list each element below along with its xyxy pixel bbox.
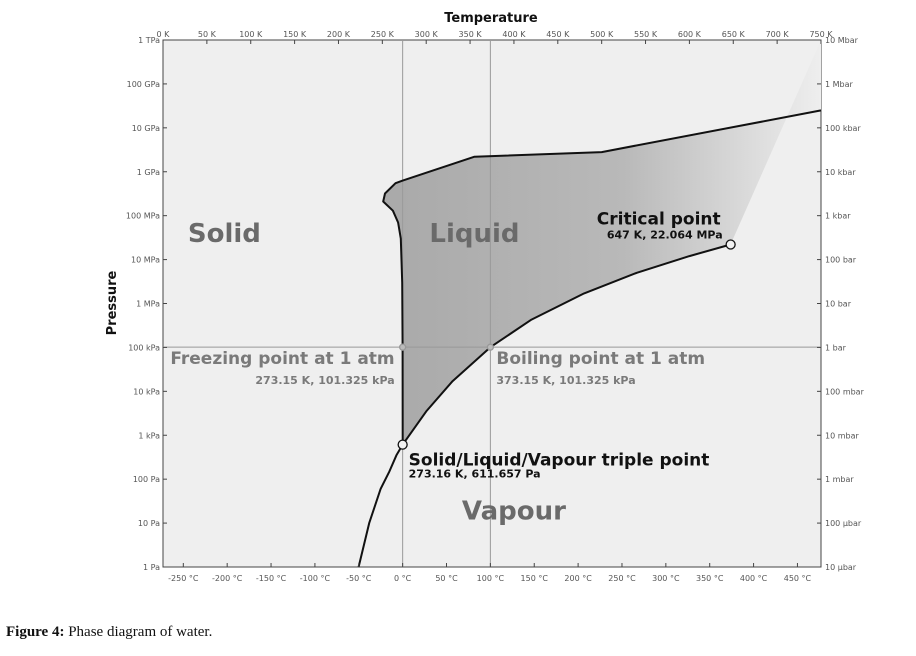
- x-bottom-tick-label: -150 °C: [256, 574, 287, 583]
- x-top-tick-label: 750 K: [809, 30, 833, 39]
- y-left-tick-label: 10 Pa: [138, 519, 160, 528]
- x-top-tick-label: 600 K: [678, 30, 702, 39]
- boiling-point-detail: 373.15 K, 101.325 kPa: [496, 374, 635, 387]
- critical-point-label: Critical point: [597, 209, 721, 229]
- x-top-tick-label: 50 K: [198, 30, 217, 39]
- y-right-tick-label: 100 µbar: [825, 519, 862, 528]
- y-right-tick-label: 1 bar: [825, 343, 847, 352]
- y-right-tick-label: 1 mbar: [825, 475, 854, 484]
- triple-point-detail: 273.16 K, 611.657 Pa: [409, 468, 541, 481]
- x-bottom-tick-label: 0 °C: [394, 574, 412, 583]
- x-top-tick-label: 200 K: [327, 30, 351, 39]
- x-top-tick-label: 300 K: [415, 30, 439, 39]
- x-bottom-tick-label: 200 °C: [564, 574, 592, 583]
- x-bottom-tick-label: -200 °C: [212, 574, 243, 583]
- x-top-tick-label: 550 K: [634, 30, 658, 39]
- y-axis-title: Pressure: [105, 270, 120, 335]
- x-top-tick-label: 450 K: [546, 30, 570, 39]
- x-top-tick-label: 500 K: [590, 30, 614, 39]
- liquid-region: [383, 40, 821, 445]
- y-left-tick-label: 100 Pa: [133, 475, 160, 484]
- y-right-tick-label: 10 kbar: [825, 168, 856, 177]
- x-bottom-tick-label: 100 °C: [477, 574, 505, 583]
- x-bottom-tick-label: 250 °C: [608, 574, 636, 583]
- region-label: Liquid: [429, 219, 519, 249]
- figure-caption: Figure 4: Phase diagram of water.: [6, 624, 212, 641]
- region-label: Vapour: [462, 497, 566, 527]
- x-top-tick-label: 400 K: [502, 30, 526, 39]
- region-label: Solid: [188, 219, 261, 249]
- y-left-tick-label: 1 TPa: [138, 36, 160, 45]
- y-left-tick-label: 100 GPa: [127, 80, 160, 89]
- y-right-tick-label: 100 kbar: [825, 124, 861, 133]
- x-bottom-tick-label: 300 °C: [652, 574, 680, 583]
- y-right-tick-label: 1 kbar: [825, 212, 851, 221]
- curve-sublimation: [357, 444, 404, 568]
- caption-text: Phase diagram of water.: [64, 624, 213, 640]
- x-bottom-tick-label: 450 °C: [784, 574, 812, 583]
- y-left-tick-label: 10 GPa: [132, 124, 160, 133]
- y-left-tick-label: 100 MPa: [126, 212, 160, 221]
- x-bottom-tick-label: 50 °C: [435, 574, 458, 583]
- x-top-tick-label: 0 K: [157, 30, 171, 39]
- point-marker-0: [397, 439, 408, 450]
- x-axis-title: Temperature: [444, 11, 538, 26]
- axis-ticks: 0 K 50 K 100 K 150 K 200 K 250 K 300 K 350 K 400…: [126, 30, 865, 583]
- x-bottom-tick-label: 400 °C: [740, 574, 768, 583]
- x-bottom-tick-label: -50 °C: [346, 574, 372, 583]
- freezing-point-label: Freezing point at 1 atm: [170, 349, 394, 369]
- phase-diagram-chart: 0 K 50 K 100 K 150 K 200 K 250 K 300 K 350 K 400…: [105, 11, 865, 583]
- y-right-tick-label: 10 µbar: [825, 563, 857, 572]
- curve-vaporization: [401, 243, 731, 446]
- x-top-tick-label: 100 K: [239, 30, 263, 39]
- x-bottom-tick-label: -250 °C: [168, 574, 199, 583]
- y-left-tick-label: 1 kPa: [138, 431, 160, 440]
- y-right-tick-label: 10 bar: [825, 300, 852, 309]
- caption-label: Figure 4:: [6, 624, 65, 640]
- triple-point-label: Solid/Liquid/Vapour triple point: [409, 451, 710, 471]
- x-bottom-tick-label: -100 °C: [300, 574, 331, 583]
- critical-point-detail: 647 K, 22.064 MPa: [607, 228, 723, 241]
- freezing-point-detail: 273.15 K, 101.325 kPa: [255, 374, 394, 387]
- y-right-tick-label: 10 mbar: [825, 431, 859, 440]
- y-right-tick-label: 100 mbar: [825, 387, 865, 396]
- x-bottom-tick-label: 150 °C: [521, 574, 549, 583]
- y-left-tick-label: 100 kPa: [128, 343, 160, 352]
- point-marker-1: [725, 239, 736, 250]
- boiling-point-label: Boiling point at 1 atm: [496, 349, 705, 369]
- y-right-tick-label: 10 Mbar: [825, 36, 859, 45]
- y-left-tick-label: 1 Pa: [143, 563, 160, 572]
- x-bottom-tick-label: 350 °C: [696, 574, 724, 583]
- point-marker-2: [398, 343, 407, 351]
- y-right-tick-label: 100 bar: [825, 256, 857, 265]
- annotations: Solid Liquid Vapour Solid/Liquid/Vapour tri…: [170, 209, 722, 526]
- curve-melting: [382, 109, 822, 445]
- phase-regions: [383, 40, 821, 445]
- x-top-tick-label: 650 K: [722, 30, 746, 39]
- phase-curves: [357, 109, 822, 568]
- y-left-tick-label: 1 GPa: [137, 168, 160, 177]
- x-top-tick-label: 700 K: [766, 30, 790, 39]
- y-left-tick-label: 1 MPa: [136, 300, 160, 309]
- y-left-tick-label: 10 MPa: [131, 256, 160, 265]
- x-top-tick-label: 150 K: [283, 30, 307, 39]
- x-top-tick-label: 250 K: [371, 30, 395, 39]
- x-top-tick-label: 350 K: [459, 30, 483, 39]
- marked-points: [397, 239, 736, 450]
- point-marker-3: [486, 343, 495, 351]
- y-left-tick-label: 10 kPa: [133, 387, 160, 396]
- y-right-tick-label: 1 Mbar: [825, 80, 854, 89]
